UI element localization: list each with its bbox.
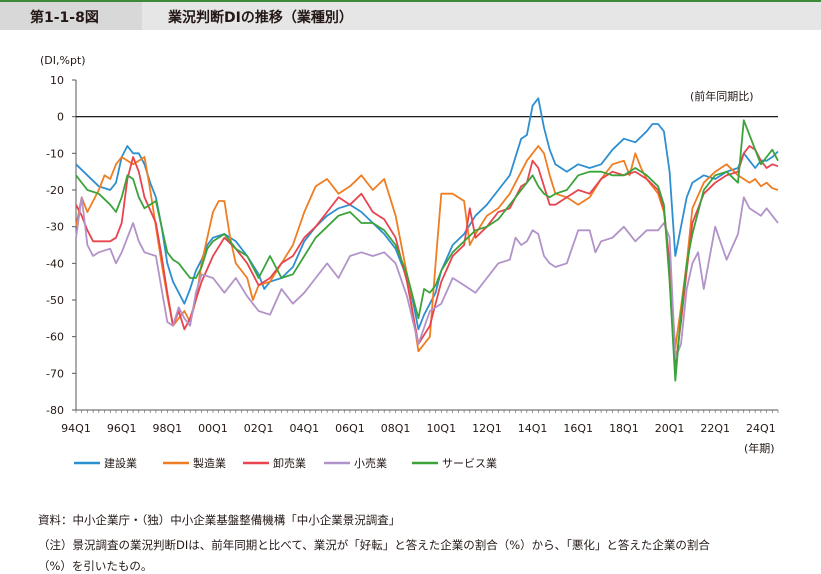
x-tick-label: 12Q1 [472, 422, 502, 435]
y-tick-label: -50 [46, 294, 64, 307]
x-tick-label: 24Q1 [746, 422, 776, 435]
legend-label: 卸売業 [273, 456, 306, 470]
chart-annotation: (前年同期比) [690, 89, 754, 103]
footnote-line-2: （%）を引いたもの。 [38, 559, 153, 573]
y-axis-label: (DI,%pt) [40, 54, 86, 67]
legend-label: 建設業 [104, 456, 137, 470]
x-tick-label: 06Q1 [335, 422, 365, 435]
legend-label: 製造業 [193, 456, 226, 470]
x-tick-label: 14Q1 [518, 422, 548, 435]
y-tick-label: -10 [46, 147, 64, 160]
x-tick-label: 18Q1 [609, 422, 639, 435]
y-tick-label: 10 [50, 74, 64, 87]
legend-label: 小売業 [354, 457, 387, 470]
line-chart: 10 0 -10 -20 -30 -40 -50 -60 -70 -80 94Q1 96Q1 98Q1 0… [40, 54, 779, 470]
y-tick-label: -80 [46, 404, 64, 417]
x-tick-label: 98Q1 [152, 422, 182, 435]
legend-label: サービス業 [442, 457, 497, 470]
y-tick-label: -60 [46, 331, 64, 344]
x-tick-label: 22Q1 [700, 422, 730, 435]
footnote-line-1: （注）景況調査の業況判断DIは、前年同期と比べて、業況が「好転」と答えた企業の割… [38, 538, 710, 552]
x-tick-label: 96Q1 [107, 422, 137, 435]
y-tick-label: -70 [46, 367, 64, 380]
series-line-5 [75, 119, 779, 382]
y-tick-label: -40 [46, 257, 64, 270]
y-tick-label: 0 [57, 111, 64, 124]
figure-title: 業況判断DIの推移（業種別） [168, 10, 353, 26]
x-tick-label: 10Q1 [426, 422, 456, 435]
y-tick-label: -20 [46, 184, 64, 197]
x-axis-label: (年期) [744, 441, 775, 455]
x-tick-label: 20Q1 [655, 422, 685, 435]
y-tick-label: -30 [46, 221, 64, 234]
series-line-1 [75, 97, 779, 331]
figure-number: 第1-1-8図 [30, 10, 99, 26]
x-tick-label: 00Q1 [198, 422, 228, 435]
x-tick-label: 16Q1 [563, 422, 593, 435]
x-tick-label: 94Q1 [61, 422, 91, 435]
x-tick-label: 08Q1 [381, 422, 411, 435]
figure-title-bar: 第1-1-8図 業況判断DIの推移（業種別） [0, 0, 821, 30]
series-line-4 [75, 196, 779, 360]
x-tick-label: 04Q1 [289, 422, 319, 435]
x-tick-label: 02Q1 [244, 422, 274, 435]
source-note: 資料：中小企業庁・（独）中小企業基盤整備機構「中小企業景況調査」 [38, 513, 401, 527]
figure-number-box: 第1-1-8図 [0, 2, 142, 30]
